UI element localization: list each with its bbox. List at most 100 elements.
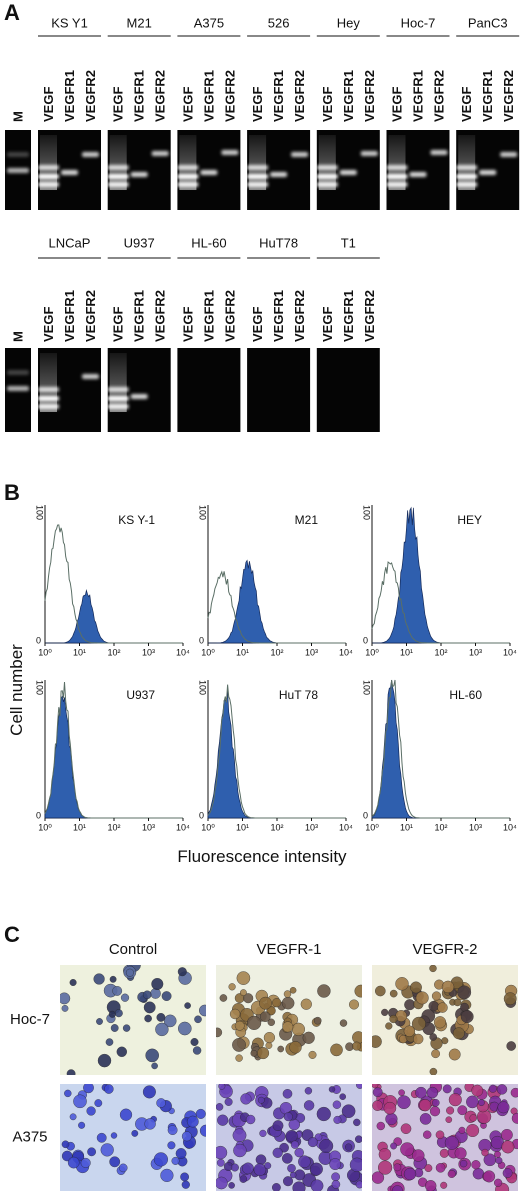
- x-tick-label: 10⁰: [38, 822, 52, 832]
- gel-smear: [179, 135, 197, 190]
- cell: [233, 1143, 247, 1158]
- cell: [403, 1167, 417, 1181]
- cell: [181, 1180, 190, 1189]
- lane-label: VEGF: [41, 87, 56, 122]
- cell: [289, 987, 297, 994]
- cell: [331, 1180, 341, 1189]
- cell: [429, 1033, 438, 1041]
- gel-band: [456, 182, 478, 187]
- cell: [61, 1005, 69, 1012]
- cell: [471, 1084, 484, 1097]
- row-label: Hoc-7: [10, 1011, 50, 1028]
- cell: [151, 978, 164, 991]
- histogram-title: HuT 78: [279, 688, 318, 702]
- y-tick-label: 100: [198, 505, 208, 520]
- gel-band: [177, 165, 199, 170]
- cell: [403, 1025, 416, 1037]
- lane-label: VEGFR1: [132, 290, 147, 342]
- gel-band: [200, 170, 218, 175]
- gel-band: [456, 174, 478, 179]
- cell: [319, 1138, 334, 1153]
- cell: [283, 990, 292, 998]
- cell: [385, 1022, 393, 1030]
- cell: [300, 998, 312, 1010]
- cell: [259, 996, 272, 1010]
- x-tick-label: 10⁰: [365, 822, 379, 832]
- cell: [448, 1093, 462, 1107]
- histogram-title: KS Y-1: [118, 513, 155, 527]
- cell: [452, 1027, 465, 1040]
- cell: [352, 1031, 362, 1044]
- lane-label: VEGFR1: [411, 70, 426, 122]
- cell: [294, 1147, 304, 1158]
- cell: [385, 1112, 398, 1126]
- gel-group: [107, 348, 171, 432]
- histogram: M21 100 0 10⁰ 10¹ 10² 10³ 10⁴: [198, 505, 353, 657]
- gel-band: [151, 151, 169, 156]
- cell: [349, 1157, 362, 1172]
- cell: [156, 1098, 166, 1108]
- cell: [316, 1106, 331, 1122]
- gel-band: [316, 182, 338, 187]
- cell: [287, 1164, 296, 1173]
- cell: [506, 1041, 517, 1051]
- cell: [429, 965, 437, 973]
- cell: [96, 1018, 103, 1025]
- gel-band: [38, 396, 59, 401]
- gel-group: [247, 348, 311, 432]
- histogram-axes: [207, 505, 346, 644]
- cell: [144, 1014, 152, 1023]
- cell: [446, 1106, 455, 1115]
- lane-label: VEGFR2: [153, 290, 168, 342]
- cell: [108, 1010, 116, 1018]
- cell: [383, 1101, 397, 1115]
- positive-histogram: [207, 690, 346, 819]
- gel-group: [316, 348, 380, 432]
- cell: [355, 1180, 362, 1189]
- cell: [110, 1132, 118, 1139]
- cell: [194, 1015, 202, 1024]
- gel-smear: [458, 135, 476, 190]
- cell: [232, 1128, 247, 1143]
- gel: [316, 348, 380, 432]
- cell: [291, 1022, 306, 1036]
- cell: [289, 1041, 302, 1054]
- y-tick-label: 0: [36, 810, 41, 820]
- marker-label: M: [11, 111, 26, 122]
- cell: [310, 1179, 324, 1191]
- cell: [156, 1013, 166, 1022]
- histogram: HL-60 100 0 10⁰ 10¹ 10² 10³ 10⁴: [362, 679, 517, 832]
- cell: [349, 999, 360, 1010]
- histogram-title: U937: [126, 688, 155, 702]
- cell: [83, 1084, 94, 1094]
- cell: [333, 1115, 342, 1124]
- gel-band: [177, 174, 199, 179]
- cell: [372, 1087, 383, 1098]
- micrograph: [60, 965, 206, 1075]
- lane-label: VEGF: [41, 307, 56, 342]
- cell: [307, 1137, 318, 1148]
- gel-band: [247, 165, 269, 170]
- lane-label: VEGFR2: [501, 70, 516, 122]
- gel-band: [456, 165, 478, 170]
- lane-label: VEGFR1: [201, 290, 216, 342]
- cell: [374, 985, 386, 997]
- cell: [151, 1062, 158, 1070]
- cell: [259, 1011, 271, 1023]
- cell: [309, 1162, 323, 1176]
- cell: [412, 1149, 425, 1162]
- cell: [302, 1031, 315, 1044]
- cell: [419, 1113, 432, 1125]
- y-tick-label: 0: [363, 635, 368, 645]
- x-tick-label: 10⁴: [339, 822, 353, 832]
- cell: [272, 1120, 284, 1132]
- cell: [153, 1152, 169, 1167]
- cell: [330, 1043, 343, 1057]
- cell: [190, 1037, 199, 1046]
- positive-histogram: [372, 506, 510, 644]
- panel-label: B: [4, 480, 20, 505]
- histogram: KS Y-1 100 0 10⁰ 10¹ 10² 10³ 10⁴: [35, 505, 190, 657]
- cell: [435, 1130, 445, 1140]
- cell: [477, 1099, 485, 1107]
- cell: [255, 1154, 267, 1165]
